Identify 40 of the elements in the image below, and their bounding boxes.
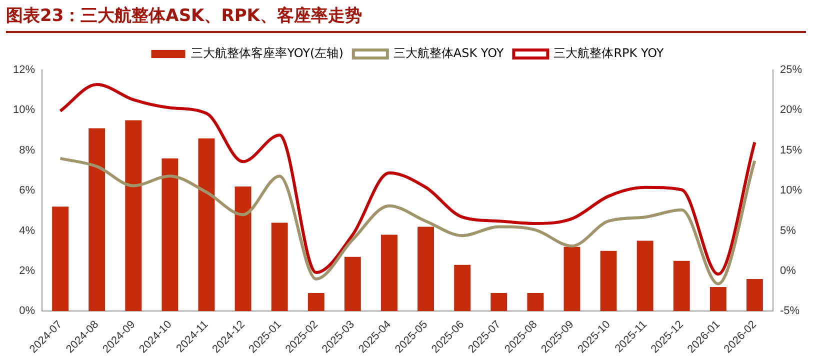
bar bbox=[271, 222, 288, 312]
bar bbox=[88, 128, 106, 312]
bar bbox=[418, 226, 434, 312]
y2-tick-label: 25% bbox=[780, 64, 802, 76]
bar bbox=[308, 293, 324, 312]
bar bbox=[162, 158, 178, 312]
y2-tick-label: 10% bbox=[780, 184, 802, 197]
line-series bbox=[58, 156, 756, 286]
bar bbox=[527, 293, 544, 312]
bar bbox=[234, 186, 252, 312]
bar bbox=[490, 293, 508, 312]
bar bbox=[746, 278, 763, 312]
bar bbox=[564, 246, 580, 312]
bar bbox=[344, 256, 361, 312]
bar bbox=[454, 264, 471, 312]
line-series bbox=[58, 82, 756, 276]
legend-label: 三大航整体RPK YOY bbox=[554, 46, 664, 60]
y2-tick-label: 20% bbox=[780, 104, 802, 116]
y2-tick-label: 5% bbox=[780, 224, 796, 237]
y2-tick-label: 15% bbox=[780, 144, 802, 156]
y-tick-label: 0% bbox=[19, 305, 36, 318]
bar bbox=[710, 287, 726, 312]
y2-tick-label: 0% bbox=[780, 264, 796, 277]
y2-tick-label: -5% bbox=[780, 305, 800, 318]
y-tick-label: 8% bbox=[19, 144, 36, 156]
legend-label: 三大航整体ASK YOY bbox=[393, 46, 504, 60]
y-tick-label: 6% bbox=[19, 184, 36, 197]
y-tick-label: 4% bbox=[19, 224, 36, 237]
y-tick-label: 10% bbox=[12, 104, 36, 116]
bar bbox=[673, 260, 690, 312]
y-tick-label: 2% bbox=[19, 264, 36, 277]
chart-title: 图表23：三大航整体ASK、RPK、客座率走势 bbox=[6, 4, 806, 33]
bar bbox=[636, 240, 654, 312]
bar bbox=[198, 138, 215, 312]
y-tick-label: 12% bbox=[12, 64, 36, 76]
legend-label: 三大航整体客座率YOY(左轴) bbox=[191, 46, 344, 60]
bar bbox=[600, 250, 617, 312]
bar bbox=[52, 206, 69, 312]
bar bbox=[125, 120, 142, 312]
bar bbox=[381, 234, 398, 312]
